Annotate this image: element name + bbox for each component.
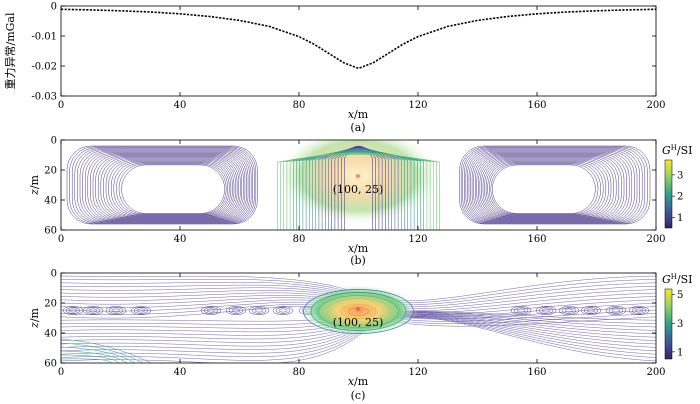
y-tick-label: 20 <box>44 166 57 177</box>
panel-c-contour-field <box>61 275 656 363</box>
panel-c-source-label: (100, 25) <box>333 316 384 329</box>
panel-a-y-ticks: 0 -0.01 -0.02 -0.03 <box>31 2 656 103</box>
panel-b-x-ticks: 0 40 80 120 160 200 <box>58 140 666 245</box>
x-tick-label: 0 <box>58 367 64 378</box>
panel-c-frame <box>60 272 657 364</box>
y-tick-label: -0.02 <box>31 62 57 73</box>
y-tick-label: 60 <box>44 359 57 370</box>
panel-a: 0 40 80 120 160 200 0 -0.01 -0.02 -0.03 重力异常/mGa… <box>3 2 666 135</box>
panel-c-caption: (c) <box>351 389 366 402</box>
colorbar-tick-label: 3 <box>677 170 683 181</box>
y-tick-label: -0.03 <box>31 92 57 103</box>
colorbar-tick-label: 1 <box>677 347 683 358</box>
x-tick-label: 80 <box>293 100 306 111</box>
x-tick-label: 0 <box>58 100 64 111</box>
y-tick-label: 0 <box>51 2 57 13</box>
panel-a-frame <box>60 5 657 97</box>
x-tick-label: 120 <box>408 367 427 378</box>
x-tick-label: 200 <box>646 367 665 378</box>
panel-a-gravity-curve <box>60 8 657 70</box>
x-tick-label: 0 <box>58 234 64 245</box>
panel-b-caption: (b) <box>350 254 366 267</box>
y-tick-label: 20 <box>44 299 57 310</box>
panel-a-x-label: x/m <box>348 108 369 121</box>
colorbar-tick-label: 5 <box>677 290 683 301</box>
panel-b-x-label: x/m <box>348 242 369 255</box>
x-tick-label: 120 <box>408 100 427 111</box>
x-tick-label: 200 <box>646 100 665 111</box>
x-tick-label: 160 <box>527 234 546 245</box>
x-tick-label: 40 <box>174 234 187 245</box>
y-tick-label: 40 <box>44 196 57 207</box>
panel-c: 0 40 80 120 160 200 0 20 40 60 * (100, 25) z/m x… <box>28 269 693 403</box>
panel-c-x-label: x/m <box>348 375 369 388</box>
panel-c-colorbar-label: GH/SI <box>662 273 693 286</box>
colorbar-tick-label: 1 <box>677 213 683 224</box>
x-tick-label: 40 <box>174 100 187 111</box>
panel-b-source-marker: * <box>355 172 361 185</box>
panel-c-source-marker: * <box>355 305 361 318</box>
panel-b-contour-field <box>66 140 651 230</box>
colorbar-tick-label: 2 <box>677 192 683 203</box>
panel-a-caption: (a) <box>350 121 365 134</box>
y-tick-label: 0 <box>51 136 57 147</box>
panel-c-colorbar: 5 3 1 GH/SI <box>662 273 693 360</box>
x-tick-label: 160 <box>527 100 546 111</box>
panel-c-x-ticks: 0 40 80 120 160 200 <box>58 273 666 378</box>
x-tick-label: 80 <box>293 234 306 245</box>
panel-b-colorbar-label: GH/SI <box>662 144 693 157</box>
x-tick-label: 120 <box>408 234 427 245</box>
x-tick-label: 40 <box>174 367 187 378</box>
panel-c-y-label: z/m <box>28 307 41 329</box>
y-tick-label: 0 <box>51 269 57 280</box>
x-tick-label: 80 <box>293 367 306 378</box>
y-tick-label: -0.01 <box>31 32 57 43</box>
y-tick-label: 60 <box>44 226 57 237</box>
panel-b-y-ticks: 0 20 40 60 <box>44 136 656 237</box>
panel-b-source-label: (100, 25) <box>333 183 384 196</box>
y-tick-label: 40 <box>44 329 57 340</box>
panel-c-y-ticks: 0 20 40 60 <box>44 269 656 370</box>
panel-b: 0 40 80 120 160 200 0 20 40 60 * (100, 25) z/m x… <box>28 136 693 268</box>
panel-a-y-label: 重力异常/mGal <box>3 12 17 89</box>
panel-b-y-label: z/m <box>28 174 41 196</box>
panel-a-x-ticks: 0 40 80 120 160 200 <box>58 6 666 111</box>
x-tick-label: 200 <box>646 234 665 245</box>
panel-b-frame <box>60 139 657 231</box>
panel-b-colorbar: 3 2 1 GH/SI <box>662 144 693 229</box>
colorbar-tick-label: 3 <box>677 319 683 330</box>
x-tick-label: 160 <box>527 367 546 378</box>
